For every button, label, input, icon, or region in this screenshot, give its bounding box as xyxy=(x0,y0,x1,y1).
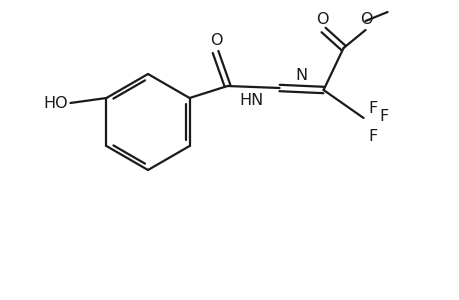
Text: O: O xyxy=(316,11,328,26)
Text: O: O xyxy=(359,11,372,26)
Text: F: F xyxy=(368,100,377,116)
Text: HN: HN xyxy=(239,92,263,107)
Text: F: F xyxy=(368,128,377,143)
Text: F: F xyxy=(379,109,388,124)
Text: HO: HO xyxy=(44,95,68,110)
Text: O: O xyxy=(210,32,222,47)
Text: N: N xyxy=(295,68,307,82)
